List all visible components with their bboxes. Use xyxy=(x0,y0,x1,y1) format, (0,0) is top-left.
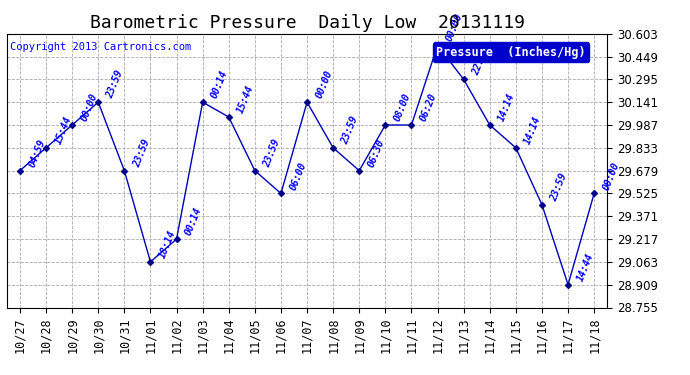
Text: 15:44: 15:44 xyxy=(236,84,256,115)
Text: Copyright 2013 Cartronics.com: Copyright 2013 Cartronics.com xyxy=(10,42,191,52)
Text: 00:00: 00:00 xyxy=(444,12,465,43)
Text: 08:00: 08:00 xyxy=(393,92,413,123)
Text: 00:00: 00:00 xyxy=(314,69,334,100)
Text: 22:44: 22:44 xyxy=(471,46,491,77)
Text: 06:30: 06:30 xyxy=(366,138,386,168)
Text: 06:20: 06:20 xyxy=(418,92,439,123)
Text: 06:00: 06:00 xyxy=(288,160,308,191)
Text: 00:14: 00:14 xyxy=(184,206,204,237)
Text: 15:44: 15:44 xyxy=(53,115,73,146)
Text: 14:14: 14:14 xyxy=(497,92,517,123)
Text: 18:14: 18:14 xyxy=(157,229,177,260)
Text: 23:59: 23:59 xyxy=(549,171,569,202)
Text: 00:00: 00:00 xyxy=(79,92,99,123)
Text: 00:14: 00:14 xyxy=(210,69,230,100)
Text: 23:59: 23:59 xyxy=(340,115,360,146)
Text: 23:59: 23:59 xyxy=(262,138,282,168)
Text: 14:44: 14:44 xyxy=(575,252,595,282)
Legend: Pressure  (Inches/Hg): Pressure (Inches/Hg) xyxy=(433,42,589,63)
Title: Barometric Pressure  Daily Low  20131119: Barometric Pressure Daily Low 20131119 xyxy=(90,14,524,32)
Text: 00:00: 00:00 xyxy=(601,160,622,191)
Text: 23:59: 23:59 xyxy=(131,138,152,168)
Text: 04:59: 04:59 xyxy=(27,138,47,168)
Text: 23:59: 23:59 xyxy=(105,69,126,100)
Text: 14:14: 14:14 xyxy=(523,115,543,146)
